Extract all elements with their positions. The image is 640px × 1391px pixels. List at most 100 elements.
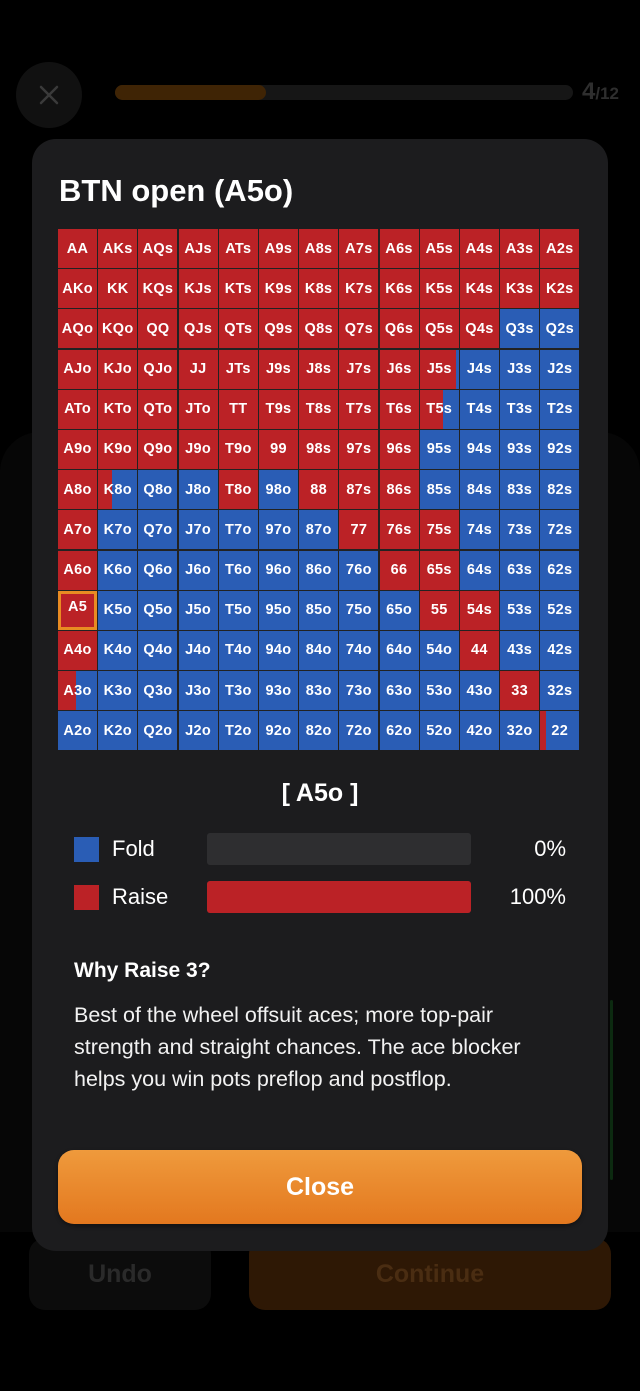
hand-cell[interactable]: K2s <box>540 269 580 309</box>
close-quiz-button[interactable] <box>16 62 82 128</box>
hand-cell[interactable]: Q4o <box>138 630 178 670</box>
hand-cell[interactable]: 87s <box>339 470 379 510</box>
hand-cell[interactable]: 52o <box>419 711 459 751</box>
hand-cell[interactable]: 72o <box>339 711 379 751</box>
hand-cell[interactable]: T3s <box>500 389 540 429</box>
hand-cell[interactable]: 94o <box>258 630 299 670</box>
hand-cell[interactable]: Q6o <box>138 550 178 590</box>
hand-cell[interactable]: T7s <box>339 389 379 429</box>
hand-cell[interactable]: 92o <box>258 711 299 751</box>
hand-cell[interactable]: 93o <box>258 671 299 711</box>
hand-cell[interactable]: A7o <box>58 510 98 550</box>
hand-cell[interactable]: 74o <box>339 630 379 670</box>
hand-cell[interactable]: A2o <box>58 711 98 751</box>
hand-cell[interactable]: Q7o <box>138 510 178 550</box>
hand-cell[interactable]: T4o <box>218 630 258 670</box>
hand-cell[interactable]: 86o <box>299 550 339 590</box>
hand-cell[interactable]: 93s <box>500 429 540 470</box>
hand-cell[interactable]: Q8o <box>138 470 178 510</box>
hand-cell[interactable]: Q9o <box>138 429 178 470</box>
hand-cell[interactable]: KJo <box>98 349 138 389</box>
hand-cell[interactable]: AJs <box>178 229 218 269</box>
hand-cell[interactable]: 22 <box>540 711 580 751</box>
hand-cell[interactable]: QJo <box>138 349 178 389</box>
hand-cell[interactable]: 76s <box>379 510 419 550</box>
hand-cell[interactable]: 74s <box>459 510 499 550</box>
hand-cell[interactable]: KQo <box>98 309 138 349</box>
hand-cell[interactable]: 66 <box>379 550 419 590</box>
hand-cell[interactable]: Q9s <box>258 309 299 349</box>
hand-cell[interactable]: K9o <box>98 429 138 470</box>
hand-cell[interactable]: Q5s <box>419 309 459 349</box>
hand-cell[interactable]: QQ <box>138 309 178 349</box>
hand-cell[interactable]: J4o <box>178 630 218 670</box>
hand-cell[interactable]: K6o <box>98 550 138 590</box>
hand-cell[interactable]: 82s <box>540 470 580 510</box>
hand-cell[interactable]: 84o <box>299 630 339 670</box>
hand-cell[interactable]: 33 <box>500 671 540 711</box>
hand-cell[interactable]: A3o <box>58 671 98 711</box>
hand-cell[interactable]: A9s <box>258 229 299 269</box>
hand-cell[interactable]: 96s <box>379 429 419 470</box>
hand-cell[interactable]: 54o <box>419 630 459 670</box>
hand-cell[interactable]: 55 <box>419 590 459 630</box>
hand-cell[interactable]: J8s <box>299 349 339 389</box>
hand-cell[interactable]: T5s <box>419 389 459 429</box>
hand-cell[interactable]: KK <box>98 269 138 309</box>
hand-cell[interactable]: 92s <box>540 429 580 470</box>
hand-cell[interactable]: 65o <box>379 590 419 630</box>
hand-cell[interactable]: 62s <box>540 550 580 590</box>
hand-cell[interactable]: T8o <box>218 470 258 510</box>
hand-cell[interactable]: 64o <box>379 630 419 670</box>
hand-cell[interactable]: 53s <box>500 590 540 630</box>
hand-cell[interactable]: A9o <box>58 429 98 470</box>
hand-cell[interactable]: JJ <box>178 349 218 389</box>
hand-cell[interactable]: A7s <box>339 229 379 269</box>
hand-cell[interactable]: A6o <box>58 550 98 590</box>
hand-cell[interactable]: K5o <box>98 590 138 630</box>
hand-cell[interactable]: 72s <box>540 510 580 550</box>
hand-cell[interactable]: T2s <box>540 389 580 429</box>
hand-cell[interactable]: J5s <box>419 349 459 389</box>
hand-cell[interactable]: 62o <box>379 711 419 751</box>
hand-cell[interactable]: 63s <box>500 550 540 590</box>
hand-cell[interactable]: 97s <box>339 429 379 470</box>
hand-cell[interactable]: K9s <box>258 269 299 309</box>
hand-cell[interactable]: K8o <box>98 470 138 510</box>
hand-cell[interactable]: K8s <box>299 269 339 309</box>
hand-cell[interactable]: K3o <box>98 671 138 711</box>
hand-cell[interactable]: J7o <box>178 510 218 550</box>
hand-cell[interactable]: J2s <box>540 349 580 389</box>
hand-cell[interactable]: T7o <box>218 510 258 550</box>
hand-cell[interactable]: 43o <box>459 671 499 711</box>
hand-cell[interactable]: J3o <box>178 671 218 711</box>
hand-cell[interactable]: 32s <box>540 671 580 711</box>
hand-cell[interactable]: J6o <box>178 550 218 590</box>
hand-cell[interactable]: TT <box>218 389 258 429</box>
hand-cell[interactable]: AQs <box>138 229 178 269</box>
hand-cell[interactable]: QJs <box>178 309 218 349</box>
hand-cell[interactable]: ATo <box>58 389 98 429</box>
hand-cell[interactable]: 82o <box>299 711 339 751</box>
hand-cell[interactable]: KTs <box>218 269 258 309</box>
hand-cell[interactable]: 77 <box>339 510 379 550</box>
hand-cell[interactable]: T8s <box>299 389 339 429</box>
hand-cell[interactable]: 42s <box>540 630 580 670</box>
hand-cell[interactable]: 32o <box>500 711 540 751</box>
hand-cell[interactable]: T3o <box>218 671 258 711</box>
hand-cell[interactable]: Q7s <box>339 309 379 349</box>
hand-cell[interactable]: KQs <box>138 269 178 309</box>
hand-cell[interactable]: 98s <box>299 429 339 470</box>
hand-cell[interactable]: 64s <box>459 550 499 590</box>
hand-cell[interactable]: T5o <box>218 590 258 630</box>
hand-cell[interactable]: 75s <box>419 510 459 550</box>
hand-cell[interactable]: J2o <box>178 711 218 751</box>
hand-cell[interactable]: 42o <box>459 711 499 751</box>
hand-cell[interactable]: 98o <box>258 470 299 510</box>
hand-cell[interactable]: 76o <box>339 550 379 590</box>
hand-cell[interactable]: AKo <box>58 269 98 309</box>
hand-cell[interactable]: K4o <box>98 630 138 670</box>
hand-cell[interactable]: K3s <box>500 269 540 309</box>
hand-cell[interactable]: A3s <box>500 229 540 269</box>
hand-cell[interactable]: A5s <box>419 229 459 269</box>
